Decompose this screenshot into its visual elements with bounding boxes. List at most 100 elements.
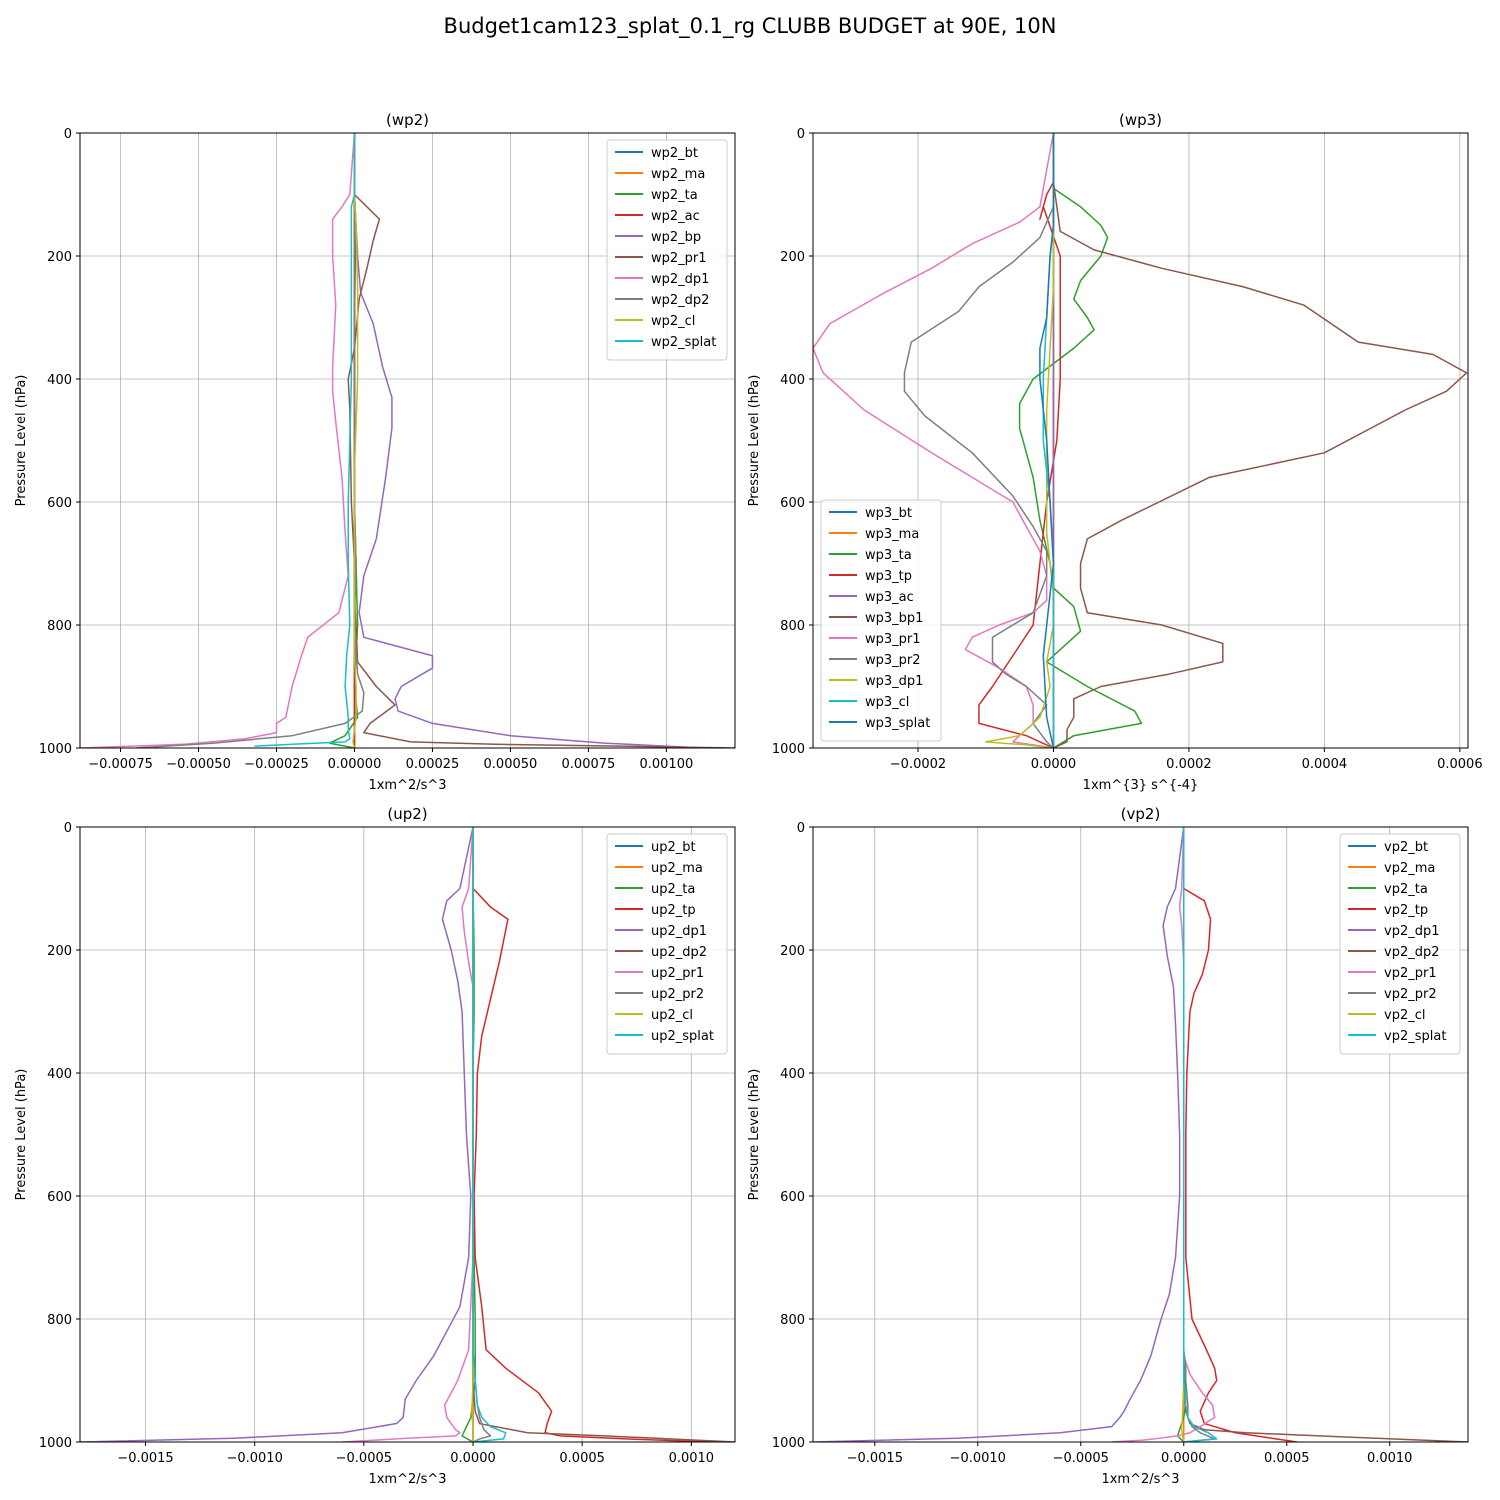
legend-label: up2_splat [651, 1029, 714, 1044]
y-tick-label: 200 [47, 250, 72, 265]
series-line-wp3_ta [1018, 133, 1143, 748]
series-group [813, 827, 1468, 1442]
legend-label: wp2_cl [651, 314, 695, 329]
y-tick-label: 800 [47, 619, 72, 634]
legend-label: wp3_ac [865, 590, 914, 605]
x-tick-label: 0.0005 [1264, 1451, 1310, 1466]
series-line-wp2_dp1 [80, 133, 356, 748]
y-axis-label: Pressure Level (hPa) [747, 375, 762, 507]
series-line-up2_tp [472, 827, 714, 1442]
y-tick-label: 0 [797, 821, 805, 836]
x-tick-label: −0.0015 [117, 1451, 173, 1466]
legend: wp3_bt wp3_ma wp3_ta wp3_tp wp3_ac wp3_bp1 wp3… [820, 499, 942, 742]
x-tick-label: −0.0015 [847, 1451, 903, 1466]
y-tick-label: 1000 [772, 1436, 805, 1451]
chart-panel-2: −0.0002 0.0000 0.0002 0.0004 0.0006 0 200 400 60… [747, 111, 1483, 793]
legend-label: wp3_cl [865, 695, 909, 710]
x-tick-label: 0.0005 [559, 1451, 605, 1466]
x-tick-label: 0.0010 [1367, 1451, 1413, 1466]
legend-label: vp2_dp2 [1384, 945, 1440, 960]
series-line-vp2_pr1 [1111, 827, 1216, 1442]
series-line-up2_splat [472, 827, 507, 1442]
legend-label: vp2_tp [1384, 903, 1428, 918]
x-tick-label: 0.00025 [406, 757, 460, 772]
legend-label: wp3_pr1 [865, 632, 921, 647]
series-line-vp2_splat [1183, 827, 1218, 1442]
legend-label: up2_dp2 [651, 945, 707, 960]
x-tick-label: −0.0005 [1053, 1451, 1109, 1466]
x-tick-label: −0.00050 [166, 757, 231, 772]
y-tick-label: 400 [780, 373, 805, 388]
legend-label: up2_ma [651, 861, 703, 876]
legend-label: vp2_cl [1384, 1008, 1425, 1023]
series-group [80, 827, 735, 1442]
x-tick-label: −0.0005 [336, 1451, 392, 1466]
legend: wp2_bt wp2_ma wp2_ta wp2_ac wp2_bp wp2_pr1 wp2… [606, 139, 728, 361]
legend-label: wp2_dp2 [651, 293, 709, 308]
y-tick-label: 200 [780, 944, 805, 959]
x-axis-label: 1xm^2/s^3 [368, 778, 446, 793]
y-tick-label: 600 [47, 1190, 72, 1205]
series-line-wp2_bp [353, 133, 704, 748]
chart-panel-3: −0.0015 −0.0010 −0.0005 0.0000 0.0005 0.0010 0… [14, 805, 736, 1487]
y-tick-label: 200 [780, 250, 805, 265]
y-tick-label: 1000 [772, 742, 805, 757]
y-axis-label: Pressure Level (hPa) [14, 375, 29, 507]
legend-label: wp2_bp [651, 230, 701, 245]
plot-frame [79, 826, 736, 1443]
x-tick-label: 0.00050 [484, 757, 538, 772]
legend-label: vp2_dp1 [1384, 924, 1440, 939]
y-tick-label: 400 [47, 373, 72, 388]
series-line-wp3_tp [978, 133, 1061, 748]
legend-label: up2_ta [651, 882, 695, 897]
y-tick-label: 0 [64, 127, 72, 142]
x-tick-label: 0.00075 [562, 757, 616, 772]
series-line-wp3_splat [1039, 133, 1055, 748]
chart-title: (wp2) [386, 111, 429, 129]
plot-frame [812, 826, 1469, 1443]
chart-title: (wp3) [1119, 111, 1162, 129]
legend: up2_bt up2_ma up2_ta up2_tp up2_dp1 up2_dp2up… [606, 833, 728, 1055]
plot-frame [79, 132, 736, 749]
legend-label: wp2_dp1 [651, 272, 709, 287]
x-tick-label: −0.0010 [950, 1451, 1006, 1466]
legend-label: wp3_tp [865, 569, 912, 584]
legend-label: wp3_pr2 [865, 653, 921, 668]
figure-title: Budget1cam123_splat_0.1_rg CLUBB BUDGET … [443, 14, 1057, 38]
legend-label: up2_bt [651, 840, 696, 855]
legend-label: wp2_splat [651, 335, 716, 350]
legend-label: up2_dp1 [651, 924, 707, 939]
series-line-wp2_cl [352, 133, 359, 748]
y-axis-label: Pressure Level (hPa) [14, 1069, 29, 1201]
chart-title: (up2) [387, 805, 427, 823]
series-line-vp2_tp [1183, 827, 1298, 1442]
x-axis-label: 1xm^2/s^3 [1101, 1472, 1179, 1487]
y-tick-label: 600 [780, 496, 805, 511]
legend-label: wp2_bt [651, 146, 698, 161]
series-line-wp3_bp1 [1052, 133, 1468, 748]
x-tick-label: 0.0002 [1166, 757, 1212, 772]
y-tick-label: 400 [780, 1067, 805, 1082]
x-tick-label: 0.00000 [328, 757, 382, 772]
series-line-wp2_ta [328, 133, 359, 748]
y-tick-label: 800 [780, 1313, 805, 1328]
chart-panel-4: −0.0015 −0.0010 −0.0005 0.0000 0.0005 0.0010 0… [747, 805, 1469, 1487]
chart-title: (vp2) [1121, 805, 1161, 823]
legend: vp2_bt vp2_ma vp2_ta vp2_tp vp2_dp1 vp2_dp2vp… [1339, 833, 1461, 1055]
x-tick-label: −0.0010 [226, 1451, 282, 1466]
series-line-wp2_dp2 [136, 133, 365, 748]
x-tick-label: 0.0006 [1437, 757, 1483, 772]
legend-label: wp3_dp1 [865, 674, 923, 689]
x-tick-label: −0.00025 [244, 757, 309, 772]
legend-label: wp2_ac [651, 209, 700, 224]
series-line-up2_pr1 [341, 827, 474, 1442]
y-tick-label: 0 [64, 821, 72, 836]
chart-panel-1: −0.00075 −0.00050 −0.00025 0.00000 0.00025 0.… [14, 111, 736, 793]
series-group [813, 133, 1468, 748]
y-tick-label: 400 [47, 1067, 72, 1082]
legend-label: vp2_splat [1384, 1029, 1446, 1044]
y-tick-label: 1000 [39, 1436, 72, 1451]
x-tick-label: 0.0010 [669, 1451, 715, 1466]
legend-label: wp3_bt [865, 506, 912, 521]
x-tick-label: 0.0000 [1161, 1451, 1207, 1466]
